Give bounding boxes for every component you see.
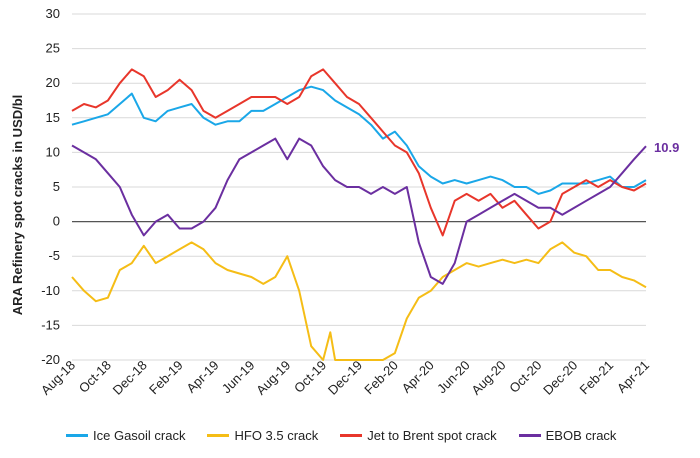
x-tick-label: Oct-18 <box>76 358 114 396</box>
series-lines <box>71 68 647 361</box>
x-tick-label: Apr-21 <box>614 358 652 396</box>
x-tick-label: Apr-19 <box>183 358 221 396</box>
x-tick-label: Jun-19 <box>219 358 258 397</box>
legend-item-ebob: EBOB crack <box>518 428 617 443</box>
y-tick-label: -10 <box>41 283 60 298</box>
y-axis-label: ARA Refinery spot cracks in USD/bl <box>10 95 25 316</box>
x-tick-label: Oct-19 <box>291 358 329 396</box>
legend-swatch-ice-gasoil <box>66 434 88 437</box>
series-line-2 <box>71 68 647 237</box>
legend-label-jet: Jet to Brent spot crack <box>367 428 497 443</box>
x-tick-label: Aug-20 <box>468 358 508 398</box>
series-line-0 <box>71 85 647 195</box>
y-tick-label: 0 <box>53 214 60 229</box>
y-tick-label: 10 <box>46 144 60 159</box>
y-tick-label: 30 <box>46 6 60 21</box>
x-tick-label: Aug-19 <box>253 358 293 398</box>
y-tick-label: 15 <box>46 110 60 125</box>
x-axis-tick-labels: Aug-18Oct-18Dec-18Feb-19Apr-19Jun-19Aug-… <box>38 358 652 398</box>
y-tick-label: 25 <box>46 41 60 56</box>
legend-item-hfo: HFO 3.5 crack <box>207 428 318 443</box>
x-tick-label: Jun-20 <box>434 358 473 397</box>
last-value-annotation: 10.9 <box>654 140 679 155</box>
legend-item-jet: Jet to Brent spot crack <box>340 428 497 443</box>
legend-swatch-ebob <box>518 434 541 437</box>
legend-label-ebob: EBOB crack <box>545 428 617 443</box>
legend-label-hfo: HFO 3.5 crack <box>234 428 319 443</box>
x-tick-label: Dec-18 <box>110 358 150 398</box>
x-tick-label: Feb-19 <box>146 358 186 398</box>
y-tick-label: 5 <box>53 179 60 194</box>
legend-swatch-jet <box>340 434 363 437</box>
legend: Ice Gasoil crack HFO 3.5 crack Jet to Br… <box>66 428 616 443</box>
x-tick-label: Apr-20 <box>399 358 437 396</box>
legend-swatch-hfo <box>207 434 230 437</box>
y-tick-label: -5 <box>48 248 60 263</box>
x-tick-label: Feb-20 <box>361 358 401 398</box>
x-tick-label: Dec-19 <box>325 358 365 398</box>
x-tick-label: Oct-20 <box>506 358 544 396</box>
series-line-3 <box>71 137 647 285</box>
x-tick-label: Feb-21 <box>577 358 617 398</box>
legend-label-ice-gasoil: Ice Gasoil crack <box>93 428 186 443</box>
series-line-1 <box>71 241 647 361</box>
legend-item-ice-gasoil: Ice Gasoil crack <box>66 428 185 443</box>
y-tick-label: 20 <box>46 75 60 90</box>
y-tick-label: -20 <box>41 352 60 367</box>
x-tick-label: Dec-20 <box>540 358 580 398</box>
y-tick-label: -15 <box>41 317 60 332</box>
y-axis-tick-labels: 30 25 20 15 10 5 0 -5 -10 -15 -20 <box>41 6 60 367</box>
